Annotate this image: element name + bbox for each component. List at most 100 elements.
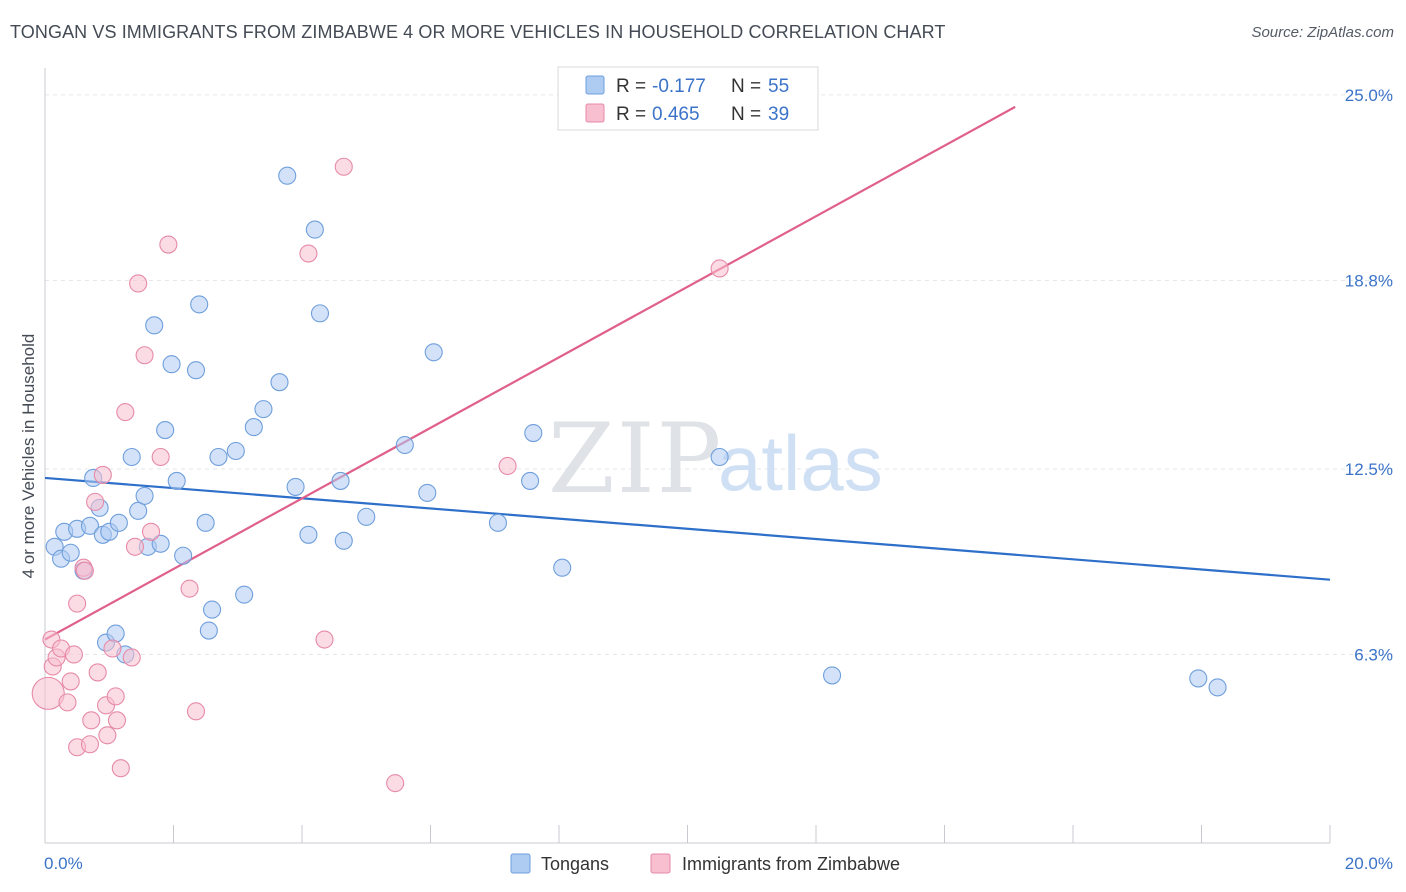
point-zimbabwe-15 — [88, 663, 107, 682]
point-tongans-30 — [209, 447, 228, 467]
point-zimbabwe-29 — [151, 447, 170, 467]
point-tongans-3 — [61, 543, 80, 562]
point-tongans-31 — [226, 441, 245, 461]
legend-n-label-2: N = — [731, 104, 761, 125]
point-tongans-27 — [196, 513, 215, 532]
point-tongans-37 — [286, 477, 305, 496]
point-zimbabwe-7 — [64, 645, 83, 664]
point-tongans-21 — [156, 421, 175, 440]
point-tongans-44 — [395, 435, 414, 455]
legend-r-label-1: R = — [616, 76, 646, 97]
legend-r-label-2: R = — [616, 104, 646, 125]
point-tongans-53 — [1189, 669, 1208, 688]
stats-legend: R = -0.177 N = 55 R = 0.465 N = 39 — [557, 66, 819, 131]
point-zimbabwe-33 — [299, 244, 318, 263]
point-tongans-34 — [254, 400, 273, 419]
y-tick-label-1: 12.5% — [1345, 460, 1393, 479]
point-zimbabwe-27 — [135, 346, 154, 365]
watermark-zip: ZIP — [548, 403, 723, 515]
point-tongans-49 — [524, 424, 543, 443]
bottom-legend: Tongans Immigrants from Zimbabwe — [510, 853, 900, 874]
watermark-atlas: atlas — [718, 419, 883, 507]
point-tongans-46 — [424, 343, 443, 362]
point-tongans-33 — [244, 418, 263, 437]
legend-n-value-1: 55 — [768, 76, 789, 97]
legend-swatch-tongans — [585, 75, 605, 95]
trend-lines — [44, 105, 1331, 641]
point-zimbabwe-28 — [141, 522, 161, 541]
point-zimbabwe-35 — [334, 157, 353, 176]
gridlines — [45, 94, 1393, 655]
point-zimbabwe-25 — [125, 537, 144, 556]
point-tongans-24 — [174, 546, 193, 565]
point-zimbabwe-36 — [386, 774, 405, 793]
point-tongans-17 — [135, 486, 154, 505]
point-tongans-32 — [235, 585, 254, 604]
point-tongans-42 — [334, 531, 353, 550]
trend-line-zimbabwe — [44, 105, 1016, 641]
point-tongans-29 — [203, 600, 222, 619]
point-zimbabwe-12 — [80, 735, 100, 754]
point-tongans-12 — [106, 624, 125, 643]
point-tongans-35 — [270, 373, 289, 392]
point-tongans-45 — [418, 483, 437, 502]
point-zimbabwe-19 — [103, 639, 122, 658]
legend-n-label-1: N = — [731, 76, 761, 97]
point-zimbabwe-21 — [107, 711, 127, 730]
chart-title: TONGAN VS IMMIGRANTS FROM ZIMBABWE 4 OR … — [10, 22, 946, 42]
trend-line-tongans — [44, 476, 1331, 581]
point-zimbabwe-31 — [180, 579, 199, 598]
point-zimbabwe-6 — [61, 672, 80, 691]
axes — [44, 68, 1331, 844]
point-zimbabwe-9 — [68, 594, 87, 613]
point-zimbabwe-23 — [116, 403, 135, 422]
point-tongans-41 — [331, 471, 350, 490]
point-tongans-39 — [305, 220, 324, 239]
point-zimbabwe-16 — [93, 465, 112, 484]
tick-labels: 6.3% 12.5% 18.8% 25.0% 0.0% 20.0% — [44, 86, 1393, 873]
point-zimbabwe-37 — [498, 456, 517, 476]
y-tick-label-0: 6.3% — [1354, 645, 1393, 664]
point-tongans-51 — [710, 447, 729, 467]
point-zimbabwe-38 — [710, 259, 729, 278]
point-zimbabwe-11 — [75, 561, 94, 580]
point-tongans-48 — [521, 471, 540, 490]
y-axis-label: 4 or more Vehicles in Household — [19, 334, 38, 579]
point-zimbabwe-14 — [86, 492, 105, 511]
legend-r-value-1: -0.177 — [652, 76, 706, 97]
legend-swatch-zimbabwe — [585, 103, 605, 123]
point-tongans-13 — [109, 513, 128, 532]
point-zimbabwe-0 — [31, 676, 65, 710]
point-tongans-47 — [488, 513, 508, 532]
point-tongans-15 — [122, 447, 141, 467]
point-tongans-25 — [186, 361, 206, 380]
point-zimbabwe-20 — [106, 687, 125, 706]
point-zimbabwe-18 — [98, 726, 117, 745]
x-tick-label-1: 20.0% — [1345, 854, 1393, 873]
point-zimbabwe-22 — [111, 759, 130, 778]
y-tick-label-3: 25.0% — [1345, 86, 1393, 105]
bottom-legend-swatch-tongans — [510, 853, 531, 874]
source-label: Source: ZipAtlas.com — [1251, 24, 1394, 41]
point-zimbabwe-13 — [82, 711, 101, 730]
point-zimbabwe-24 — [122, 648, 141, 667]
point-tongans-16 — [129, 501, 148, 520]
point-tongans-54 — [1208, 678, 1227, 697]
legend-n-value-2: 39 — [768, 104, 789, 125]
point-tongans-23 — [167, 471, 186, 490]
point-tongans-20 — [151, 534, 170, 553]
point-tongans-50 — [553, 558, 572, 577]
bottom-legend-label-tongans: Tongans — [541, 854, 609, 874]
data-points — [31, 157, 1227, 793]
point-zimbabwe-26 — [129, 274, 148, 293]
bottom-legend-label-zimbabwe: Immigrants from Zimbabwe — [682, 854, 900, 874]
point-tongans-28 — [199, 621, 218, 640]
point-tongans-22 — [162, 355, 181, 374]
point-zimbabwe-34 — [315, 630, 334, 649]
y-tick-label-2: 18.8% — [1345, 271, 1393, 290]
point-tongans-36 — [278, 166, 297, 185]
legend-r-value-2: 0.465 — [652, 104, 700, 125]
point-zimbabwe-32 — [186, 702, 206, 721]
point-tongans-43 — [357, 507, 376, 526]
